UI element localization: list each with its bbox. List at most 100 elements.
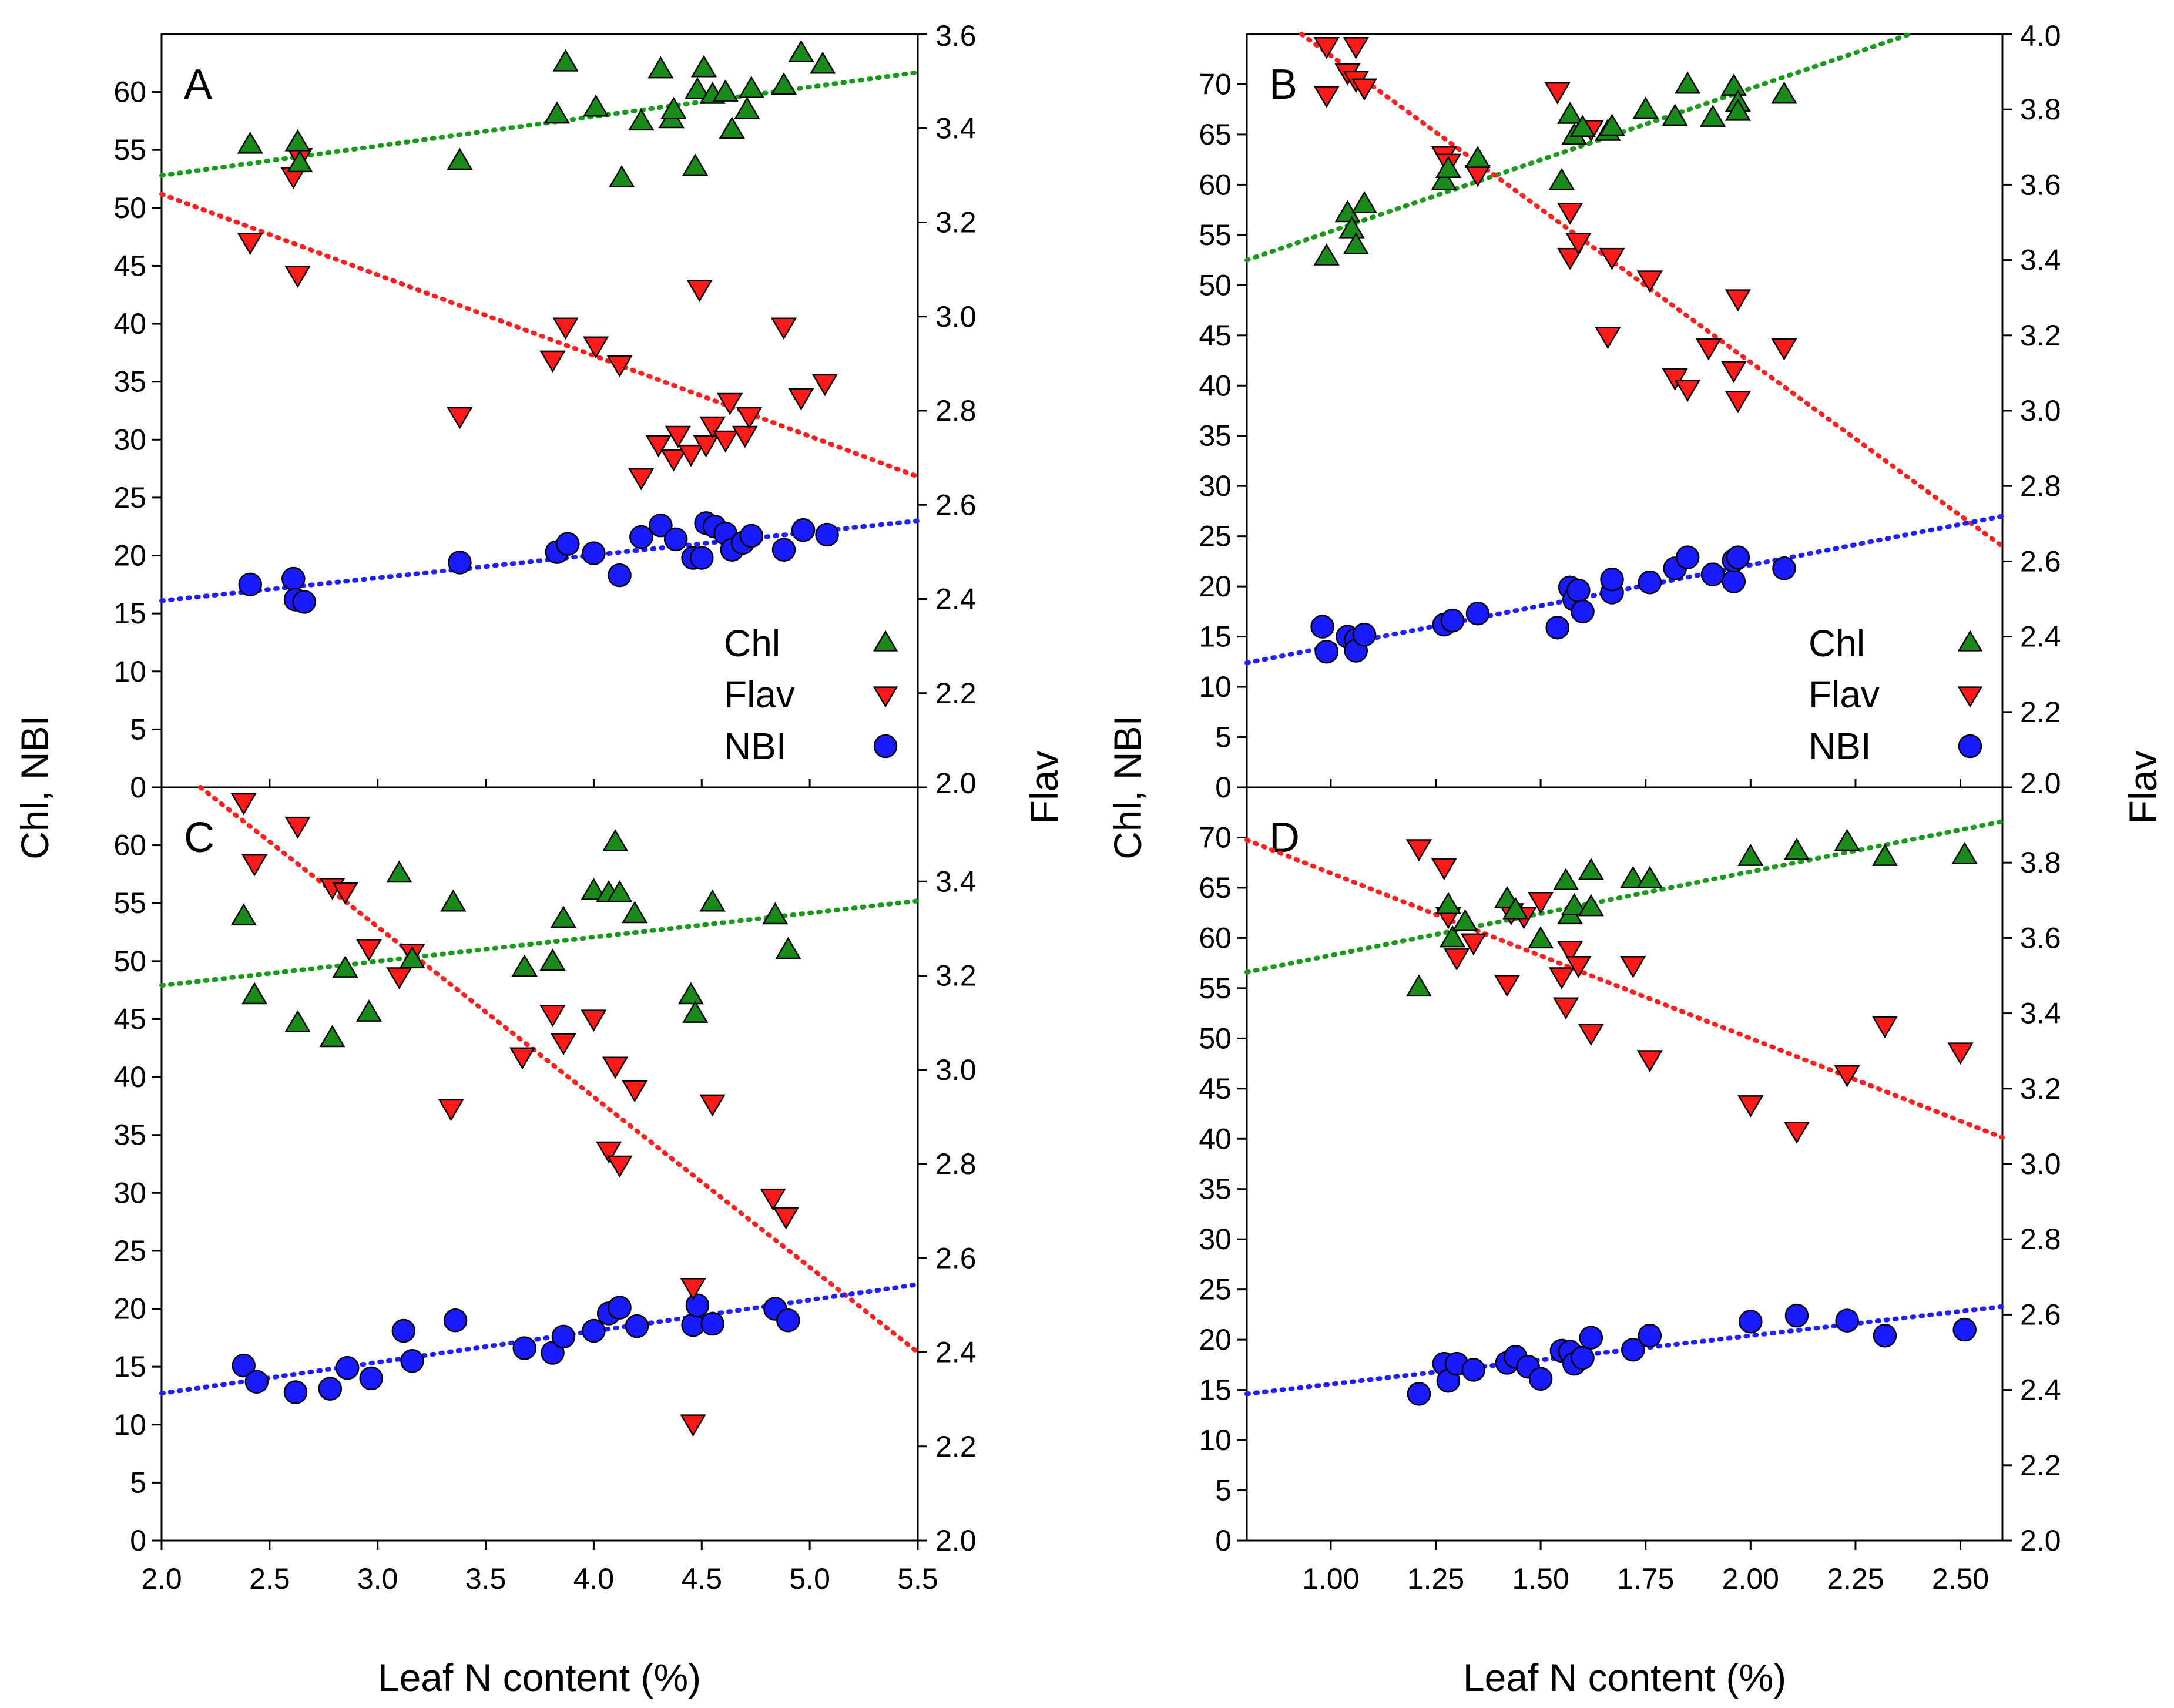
nbi-point: [1461, 1358, 1486, 1382]
nbi-point: [700, 1311, 724, 1336]
x-tick-label: 1.25: [1407, 1562, 1464, 1595]
nbi-point: [318, 1377, 343, 1401]
y2-tick-label: 2.6: [2020, 1298, 2061, 1331]
y-tick-label: 30: [113, 423, 146, 456]
flav-point: [1494, 975, 1521, 997]
chl-point: [712, 79, 739, 102]
flav-point: [1552, 997, 1579, 1020]
chl-point: [1351, 191, 1378, 213]
nbi-point: [1352, 622, 1377, 647]
flav-fit-line: [159, 192, 920, 479]
flav-point: [1595, 327, 1621, 350]
chl-point: [1675, 71, 1701, 94]
chl-point: [332, 955, 358, 978]
nbi-point: [608, 1296, 632, 1320]
chl-point: [539, 948, 566, 971]
flav-point: [284, 266, 311, 288]
nbi-point: [1465, 602, 1490, 626]
y-tick-label: 25: [113, 1234, 146, 1267]
flav-point: [1556, 203, 1583, 225]
y-tick-label: 50: [1199, 269, 1232, 301]
nbi-point: [556, 532, 580, 556]
nbi-fit-line: [159, 1282, 920, 1396]
y-tick-label: 70: [1199, 68, 1232, 100]
nbi-point: [685, 1293, 710, 1317]
flav-point: [760, 1188, 786, 1211]
chl-fit-line: [159, 70, 920, 178]
flav-point: [699, 416, 726, 439]
chl-point: [1527, 926, 1554, 949]
flav-point: [1834, 1065, 1860, 1088]
chl-point: [775, 937, 801, 959]
y2-tick-label: 2.8: [2020, 1223, 2061, 1256]
nbi-point: [551, 1324, 576, 1349]
chl-point: [810, 51, 836, 74]
flav-point: [552, 317, 579, 340]
flav-point: [736, 407, 763, 429]
chl-point: [682, 1001, 709, 1023]
chl-point: [399, 946, 425, 969]
chl-point: [1783, 837, 1810, 860]
y-tick-label: 20: [113, 539, 146, 572]
nbi-point: [608, 563, 632, 588]
chl-point: [511, 954, 538, 977]
flav-point: [1556, 941, 1583, 964]
y2-tick-label: 3.8: [2020, 93, 2061, 126]
legend-marker-flav: [873, 686, 898, 708]
x-axis-title-left: Leaf N content (%): [378, 1656, 701, 1699]
x-tick-label: 5.5: [897, 1562, 938, 1595]
flav-point: [602, 1056, 629, 1079]
y2-tick-label: 2.8: [935, 1147, 977, 1180]
nbi-point: [335, 1355, 360, 1380]
y-tick-label: 0: [130, 1524, 146, 1557]
flav-point: [1947, 1042, 1974, 1065]
y2-tick-label: 2.2: [935, 1430, 977, 1463]
y2-tick-label: 3.4: [2020, 997, 2061, 1030]
chl-point: [1662, 103, 1688, 126]
flav-point: [1578, 1024, 1604, 1046]
flav-point: [645, 435, 672, 458]
flav-point: [447, 407, 473, 429]
chl-point: [1343, 232, 1369, 254]
chl-point: [1578, 858, 1604, 880]
y-tick-label: 50: [1199, 1022, 1232, 1055]
chl-point: [1737, 844, 1764, 866]
y2-tick-label: 2.8: [935, 394, 977, 427]
flav-point: [1695, 338, 1722, 361]
flav-fit-line: [1299, 32, 2005, 549]
nbi-point: [1700, 562, 1725, 586]
chl-point: [237, 131, 263, 154]
panel-d: 0 5 10 15 20 25 30 35 40 45 50 55 60 65 70 2.0 2.2 2.4 2.6…: [1199, 786, 2061, 1595]
x-tick-label: 4.0: [573, 1562, 615, 1595]
y2-tick-label: 3.4: [935, 112, 977, 145]
nbi-point: [1638, 571, 1662, 595]
x-axis-title-right: Leaf N content (%): [1463, 1656, 1786, 1699]
y2-tick-label: 3.0: [2020, 1147, 2061, 1180]
y-tick-label: 50: [113, 192, 146, 224]
data-points: [1405, 828, 1978, 1406]
chl-point: [1636, 865, 1663, 888]
chl-point: [770, 72, 797, 95]
nbi-point: [582, 1318, 606, 1343]
y-tick-label: 35: [113, 365, 146, 398]
chl-point: [440, 889, 467, 912]
flav-point: [773, 1207, 799, 1230]
nbi-point: [448, 551, 472, 575]
nbi-point: [1545, 615, 1569, 640]
flav-point: [606, 355, 633, 378]
data-points: [230, 793, 801, 1437]
flav-point: [686, 280, 713, 303]
nbi-point: [625, 1314, 649, 1338]
y2-tick-label: 2.2: [2020, 696, 2061, 729]
y-tick-label: 20: [1199, 1323, 1232, 1356]
y-axis-title-left: Chl, NBI: [13, 715, 56, 860]
chl-point: [762, 902, 789, 925]
chl-point: [1435, 156, 1462, 179]
chl-point: [1620, 865, 1646, 888]
nbi-point: [391, 1318, 416, 1343]
chl-fit-line: [1244, 819, 2005, 975]
y-tick-label: 5: [130, 1466, 146, 1499]
chl-point: [1699, 105, 1726, 127]
chl-point: [1771, 81, 1797, 104]
x-tick-label: 2.25: [1827, 1562, 1884, 1595]
